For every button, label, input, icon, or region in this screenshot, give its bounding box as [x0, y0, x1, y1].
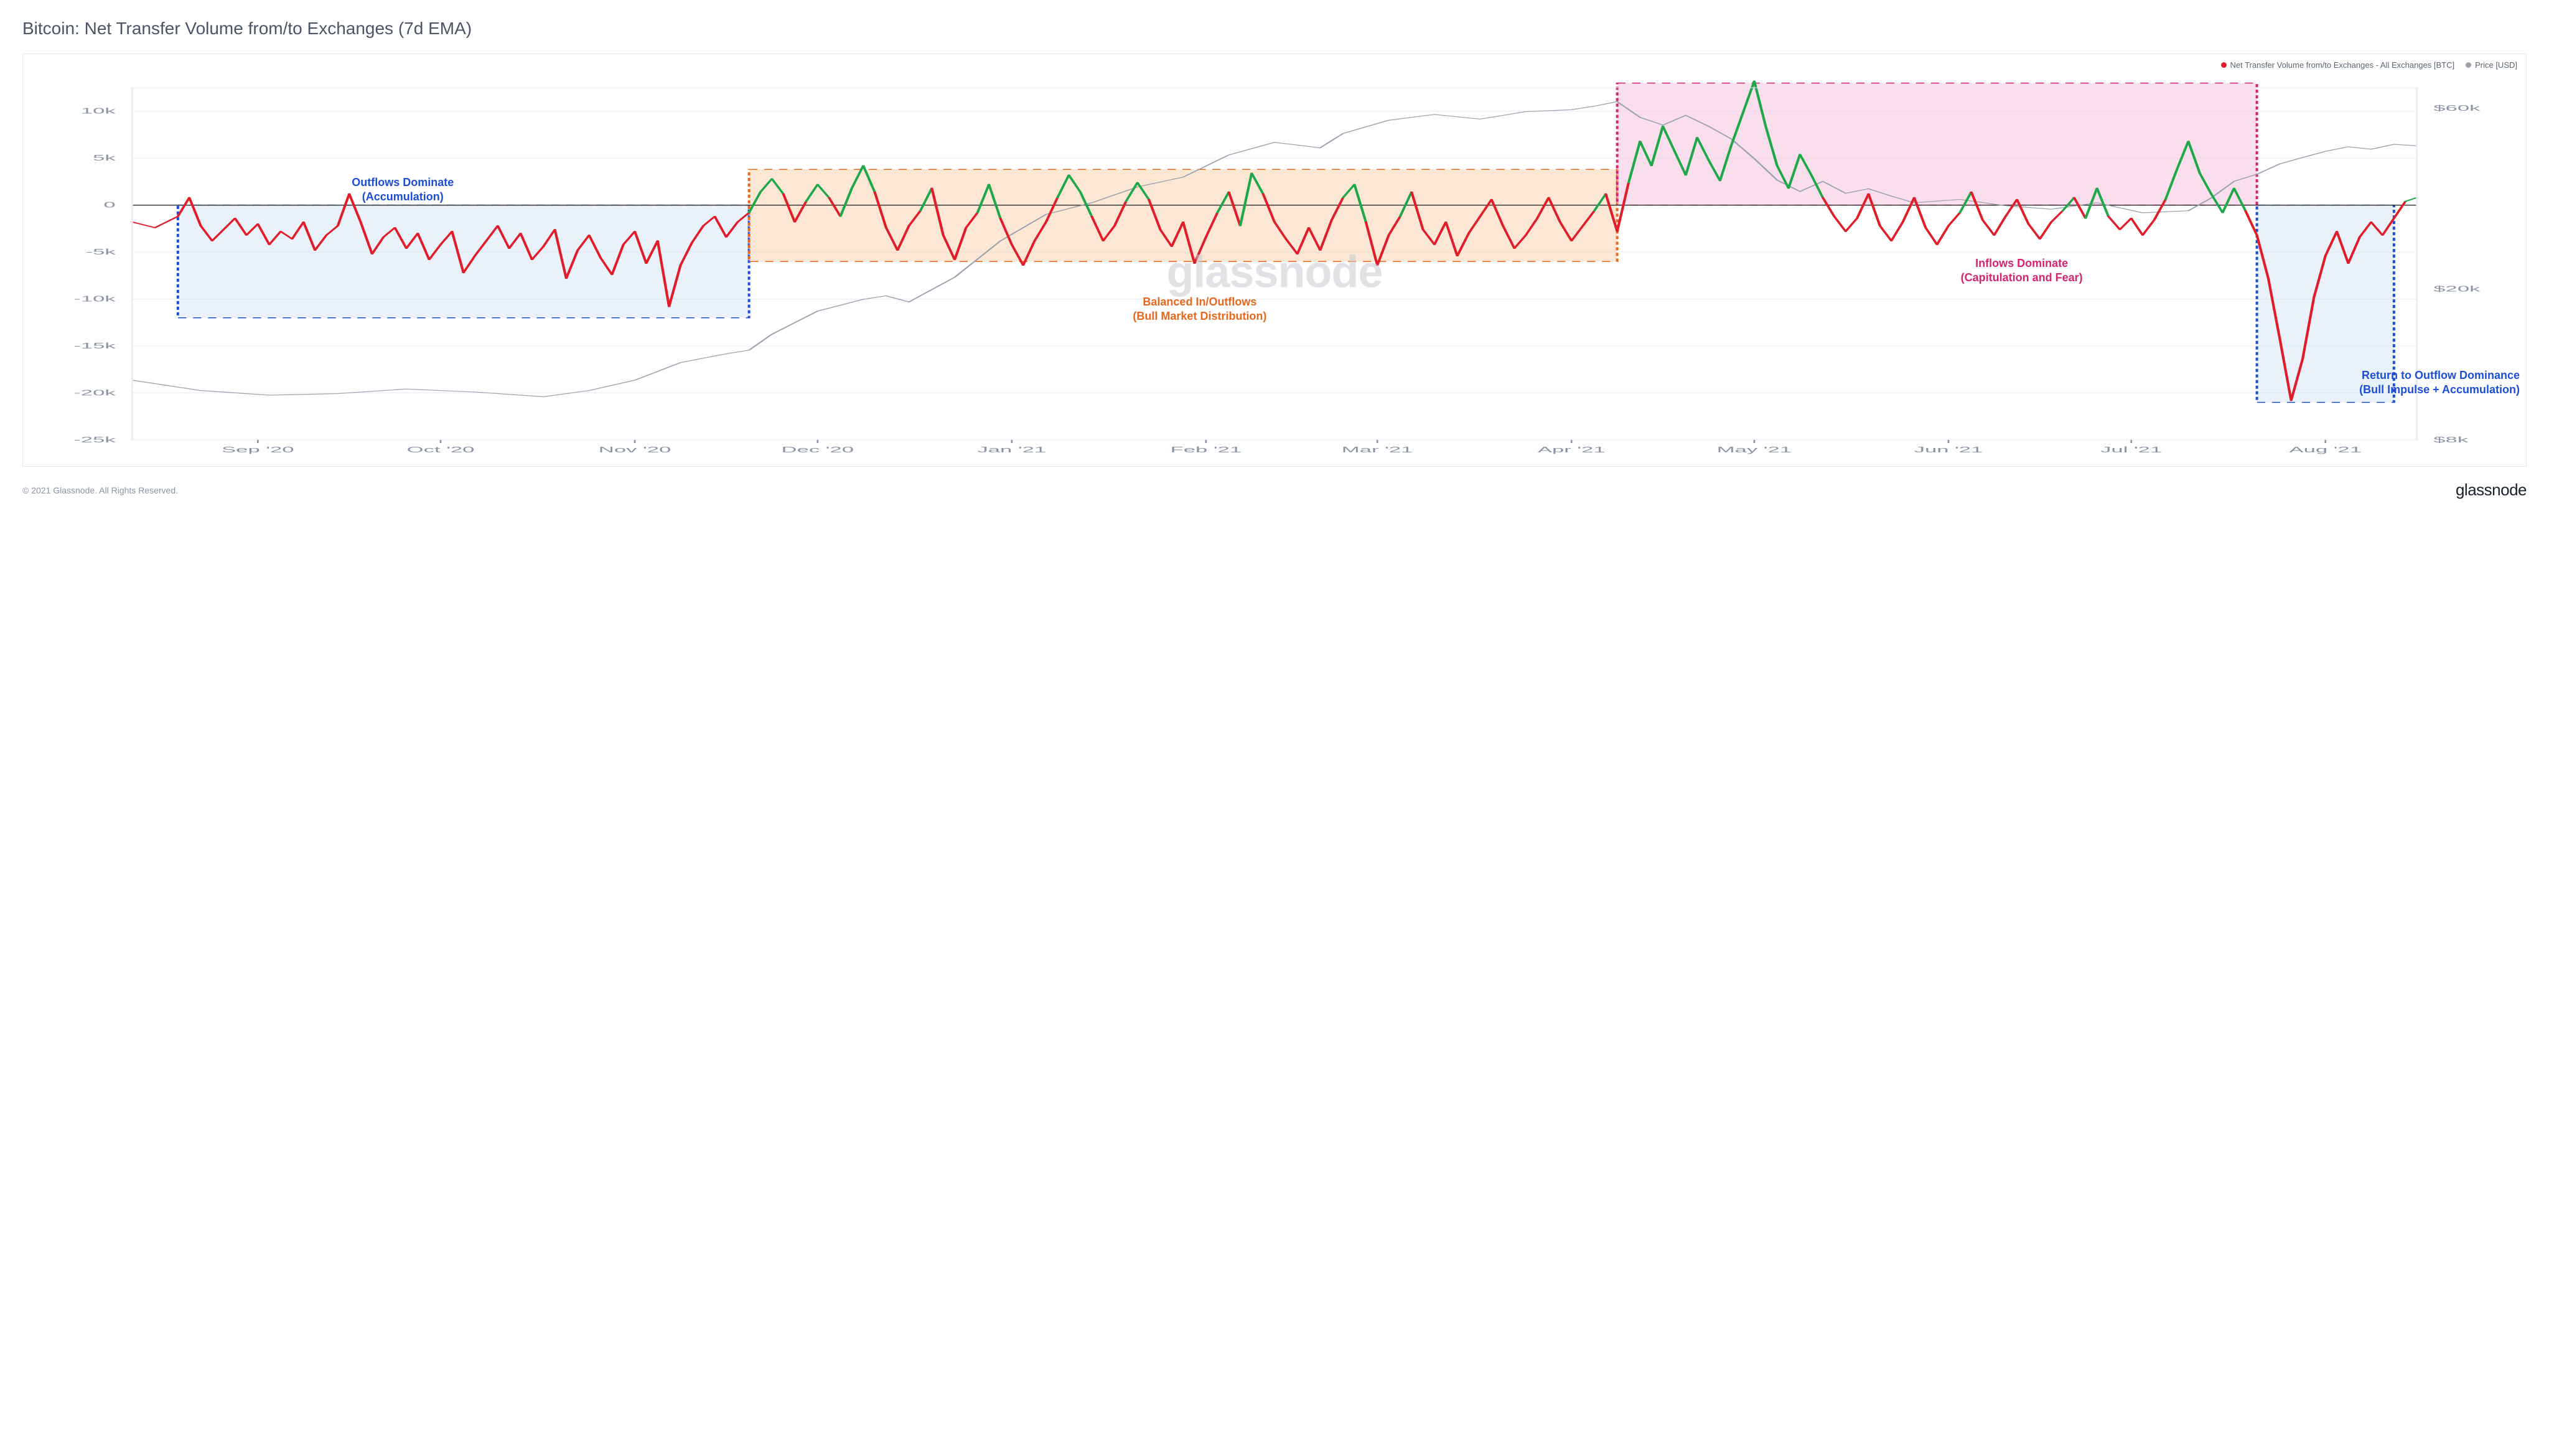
svg-text:Jan '21: Jan '21 [977, 445, 1046, 454]
svg-text:-15k: -15k [73, 341, 116, 350]
svg-text:May '21: May '21 [1717, 445, 1792, 454]
svg-text:Nov '20: Nov '20 [599, 445, 671, 454]
chart-frame: Net Transfer Volume from/to Exchanges - … [22, 54, 2527, 467]
svg-text:$60k: $60k [2433, 103, 2481, 113]
svg-text:Feb '21: Feb '21 [1171, 445, 1242, 454]
legend-item-volume: Net Transfer Volume from/to Exchanges - … [2221, 60, 2455, 70]
svg-text:Jul '21: Jul '21 [2100, 445, 2162, 454]
svg-text:Oct '20: Oct '20 [407, 445, 475, 454]
svg-text:$8k: $8k [2433, 435, 2469, 444]
svg-text:5k: 5k [93, 153, 116, 162]
legend: Net Transfer Volume from/to Exchanges - … [2221, 60, 2517, 70]
svg-text:Mar '21: Mar '21 [1342, 445, 1413, 454]
svg-text:Dec '20: Dec '20 [782, 445, 854, 454]
plot-area: -25k -20k -15k -10k -5k 0 5k 10k $8k $20k $60k Sep … [29, 75, 2520, 461]
svg-text:-5k: -5k [86, 247, 116, 256]
svg-text:-25k: -25k [73, 435, 116, 444]
svg-text:Jun '21: Jun '21 [1914, 445, 1983, 454]
legend-dot-volume [2221, 62, 2227, 68]
svg-text:Aug '21: Aug '21 [2289, 445, 2362, 454]
svg-text:10k: 10k [81, 106, 116, 116]
footer: © 2021 Glassnode. All Rights Reserved. g… [22, 480, 2527, 500]
legend-label-volume: Net Transfer Volume from/to Exchanges - … [2230, 60, 2455, 70]
legend-label-price: Price [USD] [2475, 60, 2517, 70]
copyright: © 2021 Glassnode. All Rights Reserved. [22, 485, 178, 495]
legend-dot-price [2466, 62, 2471, 68]
legend-item-price: Price [USD] [2466, 60, 2517, 70]
svg-text:-20k: -20k [73, 388, 116, 398]
svg-text:-10k: -10k [73, 294, 116, 304]
svg-text:Apr '21: Apr '21 [1538, 445, 1606, 454]
svg-text:Sep '20: Sep '20 [222, 445, 294, 454]
svg-text:$20k: $20k [2433, 284, 2481, 294]
plot-svg: -25k -20k -15k -10k -5k 0 5k 10k $8k $20k $60k Sep … [29, 75, 2520, 461]
brand-logo: glassnode [2456, 480, 2527, 500]
chart-title: Bitcoin: Net Transfer Volume from/to Exc… [22, 19, 2527, 39]
svg-text:0: 0 [103, 200, 115, 210]
